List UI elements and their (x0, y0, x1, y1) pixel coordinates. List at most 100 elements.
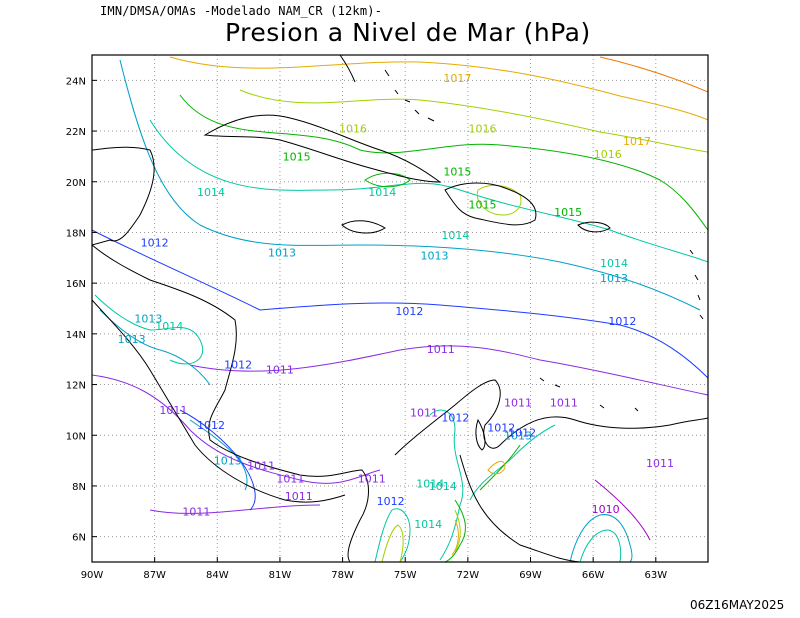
isobar-label-1014: 1014 (429, 480, 457, 493)
map-title: Presion a Nivel de Mar (hPa) (225, 18, 591, 47)
isobar-label-1012: 1012 (141, 237, 169, 250)
isobar-label-1011: 1011 (550, 396, 578, 409)
isobar-cluster-colombia-2 (444, 499, 466, 562)
isobar-label-1016: 1016 (594, 148, 622, 161)
isobar-cluster-costa-rica (189, 419, 248, 491)
isobar-label-1011: 1011 (247, 460, 275, 473)
isobar-label-1011: 1011 (504, 396, 532, 409)
isobar-label-1012: 1012 (377, 495, 405, 508)
isobar-label-1012: 1012 (508, 427, 536, 440)
south-america-border (459, 454, 581, 562)
lat-tick-label: 12N (66, 381, 86, 392)
isobar-label-1011: 1011 (266, 363, 294, 376)
lon-tick-label: 87W (143, 570, 166, 581)
isobar-label-1013: 1013 (118, 333, 146, 346)
valid-time-stamp: 06Z16MAY2025 (690, 598, 785, 612)
lat-tick-label: 18N (66, 228, 86, 239)
isobar-1010 (594, 479, 651, 541)
isobar-cluster-colombia-4 (451, 519, 459, 556)
isobar-label-1014: 1014 (600, 257, 628, 270)
isobar-label-1014: 1014 (414, 518, 442, 531)
isobar-cluster-venezuela-3 (487, 460, 506, 475)
lat-tick-label: 6N (72, 533, 86, 544)
isobar-cluster-east (569, 514, 633, 562)
central-america-pacific (92, 299, 346, 503)
isobar-1013 (119, 59, 701, 311)
isobar-cluster-venezuela-2 (479, 444, 521, 491)
isobar-cluster-pacific-co-2 (381, 524, 404, 562)
isobar-label-1013: 1013 (600, 272, 628, 285)
hispaniola-coast (444, 182, 537, 226)
jamaica-coast (341, 220, 386, 234)
isobar-label-1014: 1014 (197, 186, 225, 199)
isobar-label-1014: 1014 (368, 186, 396, 199)
lon-tick-label: 75W (394, 570, 417, 581)
bahamas-islands (384, 69, 435, 122)
lon-tick-label: 81W (269, 570, 292, 581)
isobar-label-1012: 1012 (608, 315, 636, 328)
coastlines (92, 55, 708, 562)
isobar-cuba (364, 172, 411, 188)
lon-tick-label: 66W (582, 570, 605, 581)
isobar-label-1013: 1013 (134, 313, 162, 326)
lesser-antilles (689, 249, 704, 320)
isobar-label-1011: 1011 (276, 472, 304, 485)
isobar-label-1011: 1011 (159, 404, 187, 417)
isobar-label-1012: 1012 (224, 358, 252, 371)
map-source-credit: IMN/DMSA/OMAs -Modelado NAM_CR (12km)- (100, 4, 383, 18)
isobar-label-1015: 1015 (468, 199, 496, 212)
isobar-label-1017: 1017 (443, 72, 471, 85)
isobar-cluster-pacific-co (374, 508, 411, 562)
isobar-1016 (239, 89, 708, 153)
isobar-label-1011: 1011 (182, 505, 210, 518)
lon-tick-label: 78W (331, 570, 354, 581)
isobar-cluster-gulf-fonseca (94, 294, 204, 365)
axis-ticks: 90W 87W 84W 81W 78W 75W 72W 69W 66W 63W 24N 22N 20N 1… (66, 76, 667, 581)
lon-tick-label: 63W (644, 570, 667, 581)
isobar-label-1016: 1016 (468, 123, 496, 136)
isobar-cluster-costa-rica-2 (179, 409, 256, 511)
lon-tick-label: 69W (519, 570, 542, 581)
isobar-label-1017: 1017 (623, 135, 651, 148)
yucatan-coast (92, 146, 155, 246)
lat-tick-label: 24N (66, 76, 86, 87)
isobar-cluster-colombia-3 (454, 509, 461, 553)
isobar-label-1013: 1013 (268, 247, 296, 260)
isobar-label-1016: 1016 (339, 123, 367, 136)
lat-tick-label: 16N (66, 279, 86, 290)
isobar-label-1012: 1012 (441, 412, 469, 425)
isobar-label-1015: 1015 (443, 166, 471, 179)
isobar-label-1013: 1013 (504, 429, 532, 442)
isobar-label-1012: 1012 (395, 305, 423, 318)
central-america-coast (92, 244, 369, 562)
isobar-1012 (92, 229, 708, 379)
isobar-cluster-gulf-fonseca-2 (99, 309, 211, 386)
isobar-label-1014: 1014 (416, 477, 444, 490)
isobar-label-1013: 1013 (214, 455, 242, 468)
lake-maracaibo (475, 418, 486, 451)
isobar-label-1013: 1013 (420, 249, 448, 262)
isobar-label-1011: 1011 (410, 406, 438, 419)
lat-tick-label: 20N (66, 178, 86, 189)
colombia-venezuela-coast (394, 379, 708, 456)
lat-tick-label: 14N (66, 330, 86, 341)
isobar-label-1011: 1011 (646, 457, 674, 470)
isobar-label-1011: 1011 (358, 472, 386, 485)
lat-tick-label: 22N (66, 127, 86, 138)
isobar-cluster-colombia-1 (429, 409, 464, 561)
lat-tick-label: 8N (72, 482, 86, 493)
isobar-1011-b (92, 374, 381, 484)
isobar-1014 (149, 119, 708, 263)
isobar-label-1011: 1011 (427, 343, 455, 356)
isobar-cluster-east-2 (579, 529, 622, 562)
isobar-label-1015: 1015 (554, 206, 582, 219)
isobar-label-1014: 1014 (155, 320, 183, 333)
lat-tick-label: 10N (66, 431, 86, 442)
isobar-1011 (189, 345, 708, 396)
lon-tick-label: 72W (457, 570, 480, 581)
isobar-1015 (179, 94, 708, 231)
lon-tick-label: 84W (206, 570, 229, 581)
puerto-rico-coast (577, 221, 611, 233)
